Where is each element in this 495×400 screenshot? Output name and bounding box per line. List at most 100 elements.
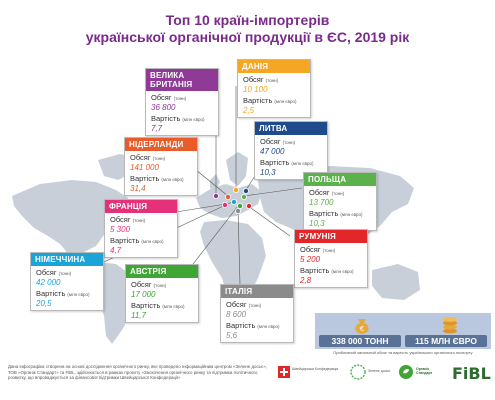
marker-austria <box>236 202 243 209</box>
value-unit: (млн євро) <box>331 269 354 274</box>
value-label: Вартість <box>151 114 181 123</box>
volume-unit: (тонн) <box>322 248 336 253</box>
volume-value: 47 000 <box>260 147 285 156</box>
swiss-logo-text: Швейцарська Конфедерація <box>292 367 339 371</box>
volume-unit: (тонн) <box>58 271 72 276</box>
marker-poland <box>240 193 247 200</box>
marker-romania <box>245 202 252 209</box>
australia-shape <box>372 264 420 300</box>
organic-standard-logo-text: Органік Стандарт <box>416 367 433 376</box>
volume-unit: (тонн) <box>173 96 187 101</box>
coins-icon <box>443 317 457 334</box>
country-name: НІДЕРЛАНДИ <box>125 138 197 151</box>
volume-label: Обсяг <box>36 268 57 277</box>
volume-value: 141 000 <box>130 163 159 172</box>
country-card: ФРАНЦІЯ Обсяг (тонн) 5 300 Вартість (млн євро… <box>104 199 178 258</box>
volume-label: Обсяг <box>151 93 172 102</box>
marker-great-britain <box>212 192 219 199</box>
value-unit: (млн євро) <box>162 304 185 309</box>
green-dossier-logo-icon <box>350 364 366 380</box>
value-value: 10,3 <box>309 219 325 228</box>
value-label: Вартість <box>260 158 290 167</box>
marker-germany <box>230 198 237 205</box>
volume-label: Обсяг <box>300 245 321 254</box>
svg-text:€: € <box>360 325 364 333</box>
value-unit: (млн євро) <box>67 292 90 297</box>
volume-value: 8 600 <box>226 310 247 319</box>
value-unit: (млн євро) <box>257 324 280 329</box>
country-name: ІТАЛІЯ <box>221 285 293 298</box>
totals-note: Приблизний загальний обсяг та вартість у… <box>333 350 473 355</box>
value-unit: (млн євро) <box>291 161 314 166</box>
value-unit: (млн євро) <box>161 177 184 182</box>
marker-italy <box>234 207 241 214</box>
connector-france <box>175 203 227 213</box>
country-name: АВСТРІЯ <box>126 265 198 278</box>
volume-value: 42 000 <box>36 278 61 287</box>
volume-unit: (тонн) <box>282 140 296 145</box>
connector-netherlands <box>195 169 229 197</box>
value-unit: (млн євро) <box>182 117 205 122</box>
country-name: ФРАНЦІЯ <box>105 200 177 213</box>
value-label: Вартість <box>309 209 339 218</box>
country-card: РУМУНІЯ Обсяг (тонн) 5 200 Вартість (млн євро… <box>294 229 368 288</box>
country-card: АВСТРІЯ Обсяг (тонн) 17 000 Вартість (млн євр… <box>125 264 199 323</box>
volume-value: 5 300 <box>110 225 131 234</box>
country-card: НІМЕЧЧИНА Обсяг (тонн) 42 000 Вартість (млн є… <box>30 252 104 311</box>
totals-panel: € 338 000 ТОНН 115 МЛН ЄВРО <box>315 313 491 349</box>
country-name: РУМУНІЯ <box>295 230 367 243</box>
country-card: ВЕЛИКА БРИТАНІЯ Обсяг (тонн) 36 800 Вартість… <box>145 68 219 136</box>
value-label: Вартість <box>300 266 330 275</box>
volume-unit: (тонн) <box>331 191 345 196</box>
marker-france <box>221 201 228 208</box>
value-value: 4,7 <box>110 246 122 255</box>
value-value: 2,8 <box>300 276 312 285</box>
connector-romania <box>247 205 291 237</box>
value-value: 31,4 <box>130 184 146 193</box>
volume-value: 10 100 <box>243 85 268 94</box>
scandinavia-shape <box>226 152 248 186</box>
swiss-cross-icon <box>278 366 290 378</box>
country-name: ВЕЛИКА БРИТАНІЯ <box>146 69 218 91</box>
europe-shape <box>196 184 262 218</box>
connector-italy <box>237 209 241 285</box>
country-name: ПОЛЬЩА <box>304 173 376 186</box>
country-card: ЛИТВА Обсяг (тонн) 47 000 Вартість (млн євро)… <box>254 121 328 180</box>
volume-label: Обсяг <box>131 280 152 289</box>
volume-label: Обсяг <box>260 137 281 146</box>
value-label: Вартість <box>243 96 273 105</box>
volume-label: Обсяг <box>130 153 151 162</box>
value-label: Вартість <box>110 236 140 245</box>
total-tonnes: 338 000 ТОНН <box>319 335 401 347</box>
value-label: Вартість <box>130 174 160 183</box>
value-value: 5,6 <box>226 331 238 340</box>
country-name: НІМЕЧЧИНА <box>31 253 103 266</box>
north-america-shape <box>12 180 128 262</box>
uk-shape <box>210 174 220 190</box>
volume-label: Обсяг <box>309 188 330 197</box>
volume-value: 17 000 <box>131 290 156 299</box>
footer-text: Дана інфографіка створена на основі досл… <box>8 364 267 381</box>
value-label: Вартість <box>226 321 256 330</box>
organic-standard-logo-icon <box>399 365 413 379</box>
country-name: ДАНІЯ <box>238 60 310 73</box>
marker-netherlands <box>224 193 231 200</box>
volume-unit: (тонн) <box>132 218 146 223</box>
value-value: 20,5 <box>36 299 52 308</box>
value-value: 10,3 <box>260 168 276 177</box>
country-name: ЛИТВА <box>255 122 327 135</box>
volume-value: 36 800 <box>151 103 176 112</box>
volume-label: Обсяг <box>243 75 264 84</box>
volume-unit: (тонн) <box>265 78 279 83</box>
green-dossier-logo-text: Зелене досьє <box>368 369 391 373</box>
value-value: 2,5 <box>243 106 255 115</box>
volume-unit: (тонн) <box>152 156 166 161</box>
fibl-logo: FiBL <box>452 364 491 383</box>
volume-value: 5 200 <box>300 255 321 264</box>
volume-label: Обсяг <box>226 300 247 309</box>
value-label: Вартість <box>36 289 66 298</box>
money-bag-icon: € <box>355 319 369 334</box>
value-unit: (млн євро) <box>274 99 297 104</box>
connector-austria <box>189 205 239 269</box>
total-euro: 115 МЛН ЄВРО <box>405 335 487 347</box>
